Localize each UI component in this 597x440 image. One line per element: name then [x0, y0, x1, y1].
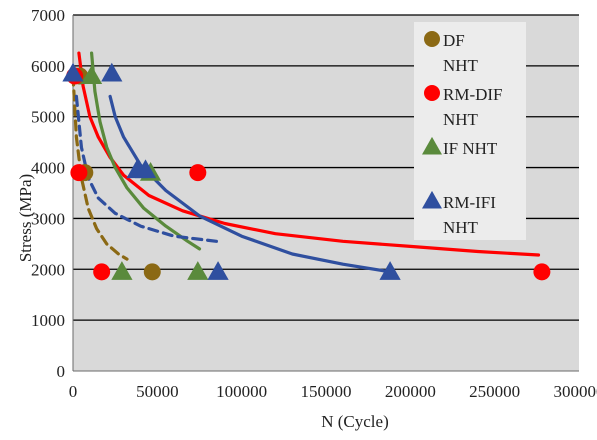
- y-tick-label: 7000: [31, 6, 65, 25]
- legend-marker: [424, 31, 440, 47]
- x-tick-label: 150000: [301, 382, 352, 401]
- x-tick-label: 100000: [216, 382, 267, 401]
- legend-label: RM-DIF: [443, 85, 503, 104]
- legend-label: NHT: [443, 56, 479, 75]
- data-point: [144, 263, 161, 280]
- y-tick-label: 0: [57, 362, 66, 381]
- legend-label: NHT: [443, 218, 479, 237]
- data-point: [533, 263, 550, 280]
- x-tick-label: 50000: [136, 382, 179, 401]
- data-point: [93, 263, 110, 280]
- x-tick-label: 250000: [469, 382, 520, 401]
- data-point: [70, 164, 87, 181]
- legend-marker: [424, 85, 440, 101]
- legend: DF NHT RM-DIF NHT IF NHT RM-IFI NHT: [414, 22, 526, 240]
- y-tick-label: 1000: [31, 311, 65, 330]
- y-tick-label: 3000: [31, 209, 65, 228]
- y-tick-label: 4000: [31, 159, 65, 178]
- y-tick-label: 6000: [31, 57, 65, 76]
- y-tick-label: 2000: [31, 260, 65, 279]
- legend-label: RM-IFI: [443, 193, 496, 212]
- legend-label: DF: [443, 31, 465, 50]
- legend-label: NHT: [443, 110, 479, 129]
- x-tick-label: 200000: [385, 382, 436, 401]
- y-axis-title: Stress (MPa): [16, 174, 35, 262]
- x-axis-title: N (Cycle): [321, 412, 389, 431]
- x-tick-label: 300000: [554, 382, 597, 401]
- data-point: [189, 164, 206, 181]
- x-tick-label: 0: [69, 382, 78, 401]
- y-tick-label: 5000: [31, 108, 65, 127]
- legend-label: IF NHT: [443, 139, 498, 158]
